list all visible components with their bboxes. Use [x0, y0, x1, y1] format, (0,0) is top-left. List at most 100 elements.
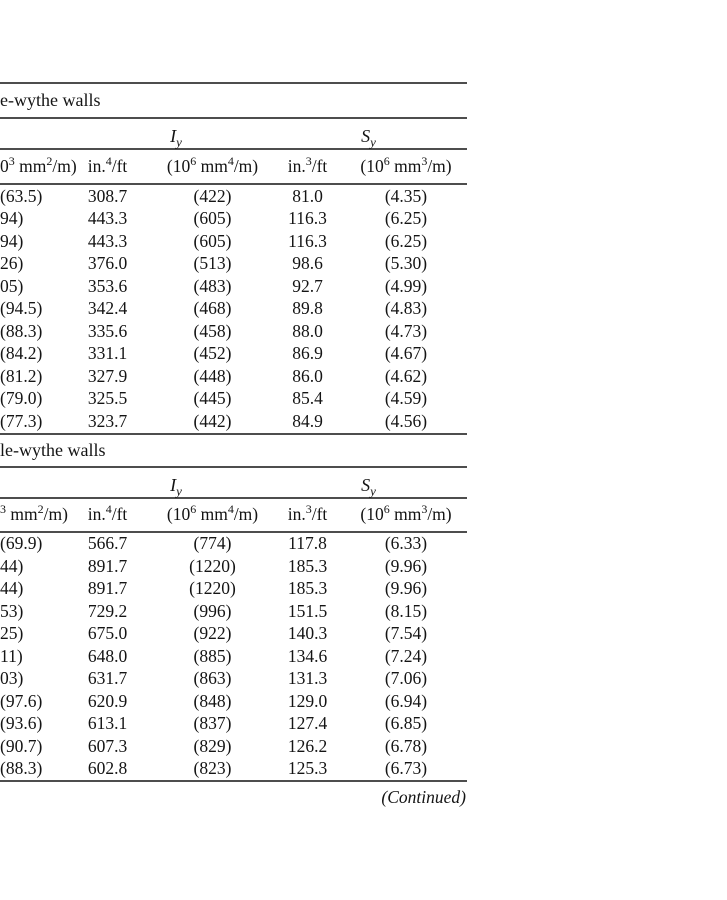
table-cell: (445)	[193, 388, 232, 409]
group-header-row: Iy Sy	[0, 119, 467, 150]
table-body: (69.9) 566.7 (774) 117.8 (6.33) 44) 891.7 (1220…	[0, 533, 467, 781]
column-label-Sy-in: in.3/ft	[287, 154, 328, 176]
column-label-Iy-in: in.4/ft	[87, 502, 128, 524]
column-label-Sy-in: in.3/ft	[287, 502, 328, 524]
section-title: e-wythe walls	[0, 90, 101, 110]
table-cell: 353.6	[87, 275, 128, 296]
table-row: (84.2) 331.1 (452) 86.9 (4.67)	[0, 343, 467, 366]
table-section-1: e-wythe walls Iy Sy 03 mm2/m) in.4/ft (1…	[0, 82, 467, 435]
table-row: 26) 376.0 (513) 98.6 (5.30)	[0, 253, 467, 276]
table-cell: (93.6)	[0, 713, 43, 734]
table-row: (63.5) 308.7 (422) 81.0 (4.35)	[0, 185, 467, 208]
table-cell: (9.96)	[384, 555, 428, 576]
table-cell: (4.56)	[384, 410, 428, 431]
table-cell: 140.3	[287, 623, 328, 644]
group-header-Iy: Iy	[170, 474, 182, 499]
table-cell: (452)	[193, 343, 232, 364]
table-cell: (823)	[193, 758, 232, 779]
table-cell: 443.3	[87, 230, 128, 251]
table-cell: (6.25)	[384, 230, 428, 251]
table-body: (63.5) 308.7 (422) 81.0 (4.35) 94) 443.3 (605) 1…	[0, 185, 467, 433]
table-row: (97.6) 620.9 (848) 129.0 (6.94)	[0, 690, 467, 713]
table-cell: 117.8	[288, 533, 327, 554]
table-cell: (6.94)	[384, 690, 428, 711]
table-cell: (4.73)	[384, 320, 428, 341]
table-cell: (863)	[193, 668, 232, 689]
column-labels-row: 3 mm2/m) in.4/ft (106 mm4/m) in.3/ft (10…	[0, 499, 467, 531]
table-section-2: le-wythe walls Iy Sy 3 mm2/m) in.4/ft (1…	[0, 435, 467, 782]
table-row: 03) 631.7 (863) 131.3 (7.06)	[0, 668, 467, 691]
table-cell: 44)	[0, 555, 24, 576]
table-cell: (81.2)	[0, 365, 43, 386]
horizontal-rule	[0, 432, 467, 435]
table-cell: (77.3)	[0, 410, 43, 431]
horizontal-rule	[0, 496, 467, 499]
table-cell: 25)	[0, 623, 24, 644]
table-cell: (605)	[193, 230, 232, 251]
table-cell: 129.0	[287, 690, 328, 711]
table-cell: (69.9)	[0, 533, 43, 554]
table-cell: (829)	[193, 735, 232, 756]
table-cell: (7.24)	[384, 645, 428, 666]
table-cell: 134.6	[287, 645, 328, 666]
table-cell: 131.3	[287, 668, 328, 689]
table-cell: (90.7)	[0, 735, 43, 756]
table-cell: 89.8	[292, 298, 323, 319]
horizontal-rule	[0, 465, 467, 468]
table-cell: 323.7	[87, 410, 128, 431]
horizontal-rule	[0, 183, 467, 185]
table-cell: (1220)	[189, 578, 236, 599]
table-cell: 116.3	[288, 208, 327, 229]
group-header-Sy: Sy	[361, 474, 376, 499]
horizontal-rule	[0, 530, 467, 533]
table-cell: (6.25)	[384, 208, 428, 229]
table-cell: (6.85)	[384, 713, 428, 734]
table-cell: (84.2)	[0, 343, 43, 364]
table-cell: (88.3)	[0, 320, 43, 341]
table-cell: 116.3	[288, 230, 327, 251]
section-header-row: e-wythe walls	[0, 84, 467, 117]
table-cell: (774)	[193, 533, 232, 554]
table-row: 25) 675.0 (922) 140.3 (7.54)	[0, 623, 467, 646]
table-cell: 443.3	[87, 208, 128, 229]
table-cell: 335.6	[87, 320, 128, 341]
table-cell: 94)	[0, 208, 24, 229]
table-cell: 185.3	[287, 578, 328, 599]
table-cell: 648.0	[87, 645, 128, 666]
table-row: (93.6) 613.1 (837) 127.4 (6.85)	[0, 713, 467, 736]
table-cell: (885)	[193, 645, 232, 666]
table-cell: 327.9	[87, 365, 128, 386]
table-cell: 88.0	[292, 320, 323, 341]
table-cell: (6.78)	[384, 735, 428, 756]
group-header-Sy: Sy	[361, 126, 376, 150]
table-cell: (97.6)	[0, 690, 43, 711]
table-cell: 566.7	[87, 533, 128, 554]
table-cell: 308.7	[87, 185, 128, 206]
table-row: 44) 891.7 (1220) 185.3 (9.96)	[0, 555, 467, 578]
table-cell: 26)	[0, 253, 24, 274]
table-cell: (88.3)	[0, 758, 43, 779]
table-cell: (448)	[193, 365, 232, 386]
table-cell: (513)	[193, 253, 232, 274]
table-cell: 376.0	[87, 253, 128, 274]
table-cell: (4.35)	[384, 185, 428, 206]
table-cell: 602.8	[87, 758, 128, 779]
table-row: 44) 891.7 (1220) 185.3 (9.96)	[0, 578, 467, 601]
table-cell: 185.3	[287, 555, 328, 576]
table-cell: (79.0)	[0, 388, 43, 409]
continued-note: (Continued)	[381, 787, 466, 807]
table-row: (81.2) 327.9 (448) 86.0 (4.62)	[0, 365, 467, 388]
table-cell: (4.59)	[384, 388, 428, 409]
table-cell: 127.4	[287, 713, 328, 734]
table-cell: (4.62)	[384, 365, 428, 386]
column-label-Iy-in: in.4/ft	[87, 154, 128, 176]
table-cell: 84.9	[292, 410, 323, 431]
table-row: 53) 729.2 (996) 151.5 (8.15)	[0, 600, 467, 623]
table-cell: 331.1	[87, 343, 128, 364]
table-cell: 607.3	[87, 735, 128, 756]
table-cell: 613.1	[87, 713, 128, 734]
table-cell: 86.9	[292, 343, 323, 364]
table-cell: 891.7	[87, 578, 128, 599]
table-cell: 44)	[0, 578, 24, 599]
table-cell: (605)	[193, 208, 232, 229]
